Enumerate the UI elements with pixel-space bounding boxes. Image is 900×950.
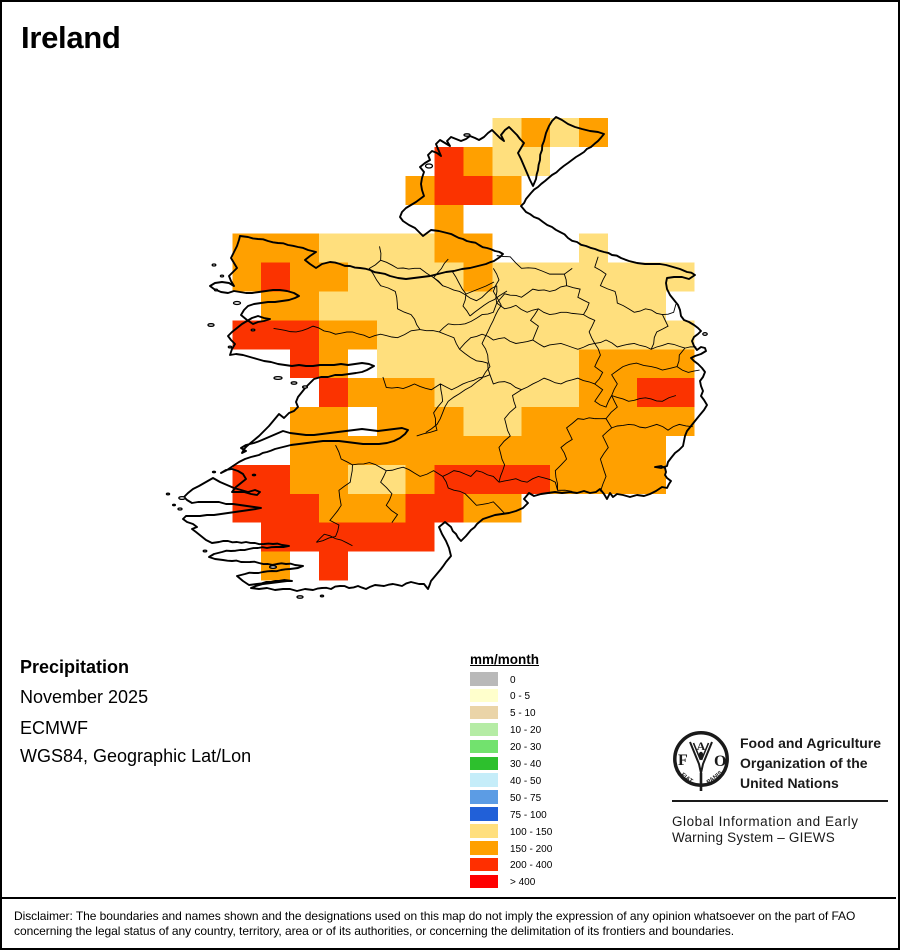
svg-text:A: A: [697, 739, 706, 753]
svg-text:O: O: [714, 753, 726, 770]
svg-text:F: F: [678, 752, 688, 769]
